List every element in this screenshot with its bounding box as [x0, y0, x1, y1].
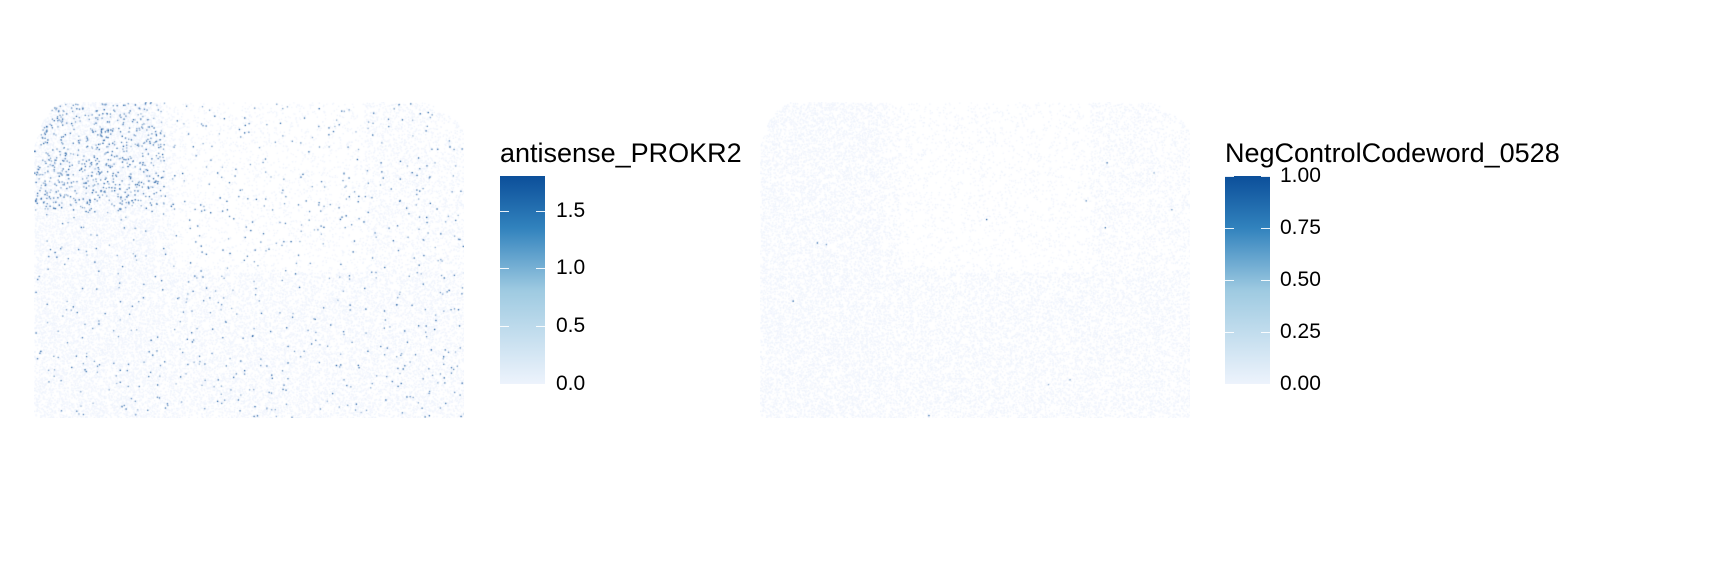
colorbar-tick-label: 0.00	[1280, 372, 1321, 395]
colorbar-tick-label: 0.5	[556, 314, 586, 338]
colorbar-tick-left	[500, 210, 509, 212]
colorbar-tick-right	[536, 384, 545, 385]
colorbar-tick-right	[536, 210, 545, 212]
colorbar-tick-left	[500, 268, 509, 270]
spatial-plot-antisense-prokr2	[34, 102, 464, 418]
colorbar-tick-left	[1225, 280, 1234, 281]
colorbar-tick-label: 0.0	[556, 372, 586, 395]
colorbar-tick-right	[536, 268, 545, 270]
colorbar-tick-right	[1261, 228, 1270, 229]
colorbar-tick-left	[1225, 384, 1234, 385]
colorbar-tick-left	[1225, 332, 1234, 333]
colorbar	[500, 176, 545, 384]
colorbar-tick-right	[1261, 384, 1270, 385]
colorbar-tick-label: 1.5	[556, 198, 586, 222]
colorbar-tick-left	[1225, 176, 1234, 177]
colorbar-tick-right	[1261, 280, 1270, 281]
colorbar-tick-left	[1225, 228, 1234, 229]
legend-title: antisense_PROKR2	[500, 138, 742, 168]
colorbar-tick-label: 0.50	[1280, 268, 1321, 291]
spatial-plot-negcontrolcodeword-0528	[760, 102, 1190, 418]
colorbar-tick-right	[536, 326, 545, 328]
colorbar-tick-left	[500, 384, 509, 385]
colorbar-tick-label: 1.00	[1280, 164, 1321, 187]
colorbar-tick-left	[500, 326, 509, 328]
colorbar-tick-right	[1261, 176, 1270, 177]
colorbar-tick-label: 1.0	[556, 256, 586, 280]
colorbar-tick-label: 0.75	[1280, 216, 1321, 239]
colorbar-tick-right	[1261, 332, 1270, 333]
legend-title: NegControlCodeword_0528	[1225, 138, 1560, 168]
colorbar-tick-label: 0.25	[1280, 320, 1321, 343]
